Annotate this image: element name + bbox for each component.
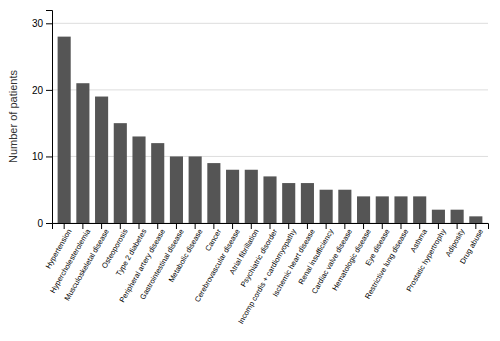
x-tick: Metabolic disease [167, 223, 205, 284]
y-tick: 30 [32, 18, 52, 29]
bar [132, 136, 145, 223]
bar [301, 183, 314, 223]
x-tick: Restrictive lung disease [363, 223, 410, 300]
plot: 0 10 20 30 HypertensionHypercholesterolemiaM… [32, 11, 489, 326]
bar [170, 156, 183, 223]
x-tick-label: Drug abuse [458, 227, 485, 265]
bar [357, 196, 370, 223]
bar [376, 196, 389, 223]
x-axis: HypertensionHypercholesterolemiaMusculos… [44, 223, 489, 326]
y-tick-mark [46, 90, 52, 91]
y-tick: 0 [37, 218, 52, 229]
y-tick-label: 0 [37, 218, 43, 229]
y-axis-title: Number of patients [7, 70, 19, 163]
bar [245, 170, 258, 223]
bar [338, 190, 351, 223]
bar [320, 190, 333, 223]
bar [282, 183, 295, 223]
bars [58, 37, 483, 223]
bar [451, 210, 464, 223]
y-tick-mark [46, 223, 52, 224]
bar [469, 216, 482, 223]
y-tick-label: 30 [32, 18, 44, 29]
y-tick: 10 [32, 151, 52, 162]
bar [58, 37, 71, 223]
chart: 0 10 20 30 HypertensionHypercholesterolemiaM… [0, 0, 500, 341]
bar [413, 196, 426, 223]
bar [76, 83, 89, 223]
y-tick-mark [46, 23, 52, 24]
bar [432, 210, 445, 223]
grid [52, 23, 488, 223]
y-axis-line [46, 11, 53, 224]
y-axis: 0 10 20 30 [32, 11, 53, 229]
x-tick-label: Restrictive lung disease [363, 227, 410, 300]
y-tick-label: 20 [32, 85, 44, 96]
bar [226, 170, 239, 223]
x-tick: Drug abuse [458, 223, 485, 265]
bar [394, 196, 407, 223]
x-tick: Prostatic hypertrophy [405, 223, 448, 293]
y-tick-label: 10 [32, 151, 44, 162]
x-tick-label: Metabolic disease [167, 227, 205, 284]
y-tick: 20 [32, 85, 52, 96]
x-tick: Cancer [203, 223, 223, 253]
bar [95, 97, 108, 223]
bar [263, 176, 276, 223]
grid-line [52, 89, 488, 90]
bar [207, 163, 220, 223]
x-tick-label: Cancer [203, 227, 223, 253]
bar [151, 143, 164, 223]
x-tick-label: Prostatic hypertrophy [405, 227, 448, 293]
grid-line [52, 23, 488, 24]
bar [189, 156, 202, 223]
bar [114, 123, 127, 223]
y-tick-mark [46, 156, 52, 157]
